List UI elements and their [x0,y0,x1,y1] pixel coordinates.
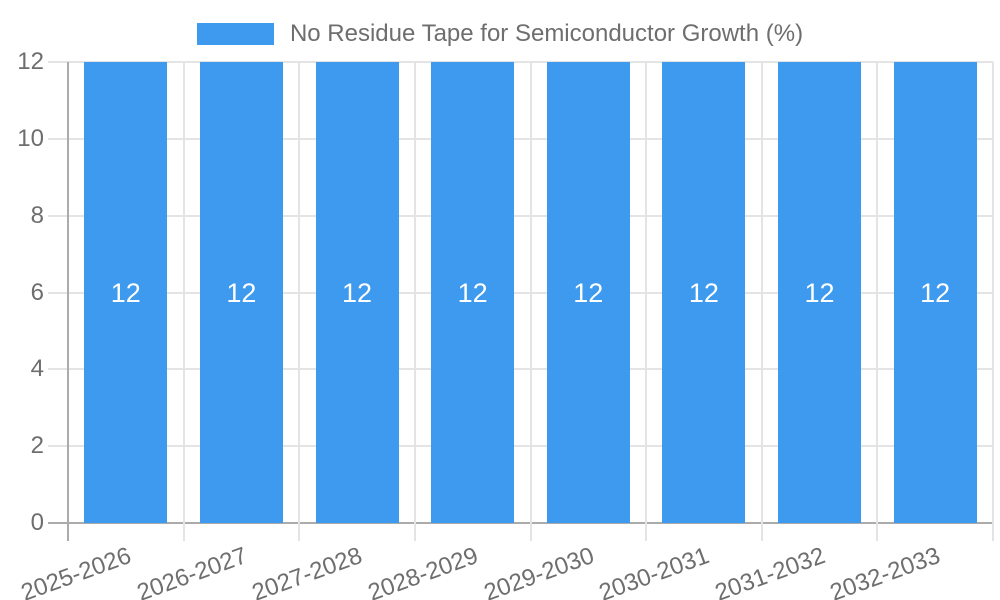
gridline-vertical [760,62,763,523]
bar-value-label: 12 [110,277,141,308]
x-tick-label: 2031-2032 [711,542,829,600]
gridline-vertical [413,62,416,523]
bar-value-label: 12 [226,277,257,308]
gridline-vertical [992,62,994,523]
y-tick-mark [48,61,68,63]
legend-label: No Residue Tape for Semiconductor Growth… [289,20,804,47]
bar[interactable] [199,62,283,523]
y-tick-label: 0 [30,509,44,536]
x-tick-mark [876,523,879,541]
bar[interactable] [778,62,862,523]
bar-value-label: 12 [688,277,719,308]
bar-value-label: 12 [920,277,951,308]
gridline-vertical [529,62,532,523]
gridline-vertical [298,62,301,523]
x-tick-mark [413,523,416,541]
x-tick-mark [760,523,763,541]
bar-value-label: 12 [342,277,373,308]
y-tick-label: 6 [30,278,44,306]
bar[interactable] [84,62,168,523]
bar-value-label: 12 [573,277,604,308]
y-tick-mark [48,445,68,448]
x-tick-label: 2032-2033 [826,542,945,600]
bar-value-label: 12 [457,277,488,308]
x-tick-mark [529,523,532,541]
x-tick-mark [298,523,301,541]
bar-value-label: 12 [804,277,835,308]
x-tick-mark [645,523,648,541]
y-tick-mark [48,214,68,217]
x-tick-label: 2028-2029 [364,542,482,600]
gridline-vertical [645,62,648,523]
y-tick-mark [48,291,68,294]
bar[interactable] [546,62,630,523]
y-tick-label: 4 [30,355,44,383]
y-tick-mark [48,522,68,524]
bar[interactable] [315,62,399,523]
bar[interactable] [662,62,746,523]
gridline-vertical [876,62,879,523]
legend-item[interactable]: No Residue Tape for Semiconductor Growth… [0,20,1000,48]
bar[interactable] [431,62,515,523]
x-tick-mark [182,523,185,541]
x-tick-label: 2027-2028 [248,542,366,600]
legend-swatch [196,23,274,45]
x-tick-mark [67,523,69,541]
y-tick-label: 10 [17,124,44,152]
x-tick-label: 2030-2031 [595,542,713,600]
x-tick-label: 2029-2030 [480,542,598,600]
bar[interactable] [893,62,977,523]
gridline-vertical [182,62,185,523]
y-tick-label: 12 [17,48,44,75]
x-tick-label: 2026-2027 [133,542,251,600]
y-tick-label: 8 [30,201,44,229]
y-tick-mark [48,368,68,371]
y-tick-mark [48,137,68,140]
y-tick-label: 2 [30,432,44,460]
y-axis-line [67,62,69,523]
x-tick-mark [992,523,994,541]
x-tick-label: 2025-2026 [17,542,135,600]
